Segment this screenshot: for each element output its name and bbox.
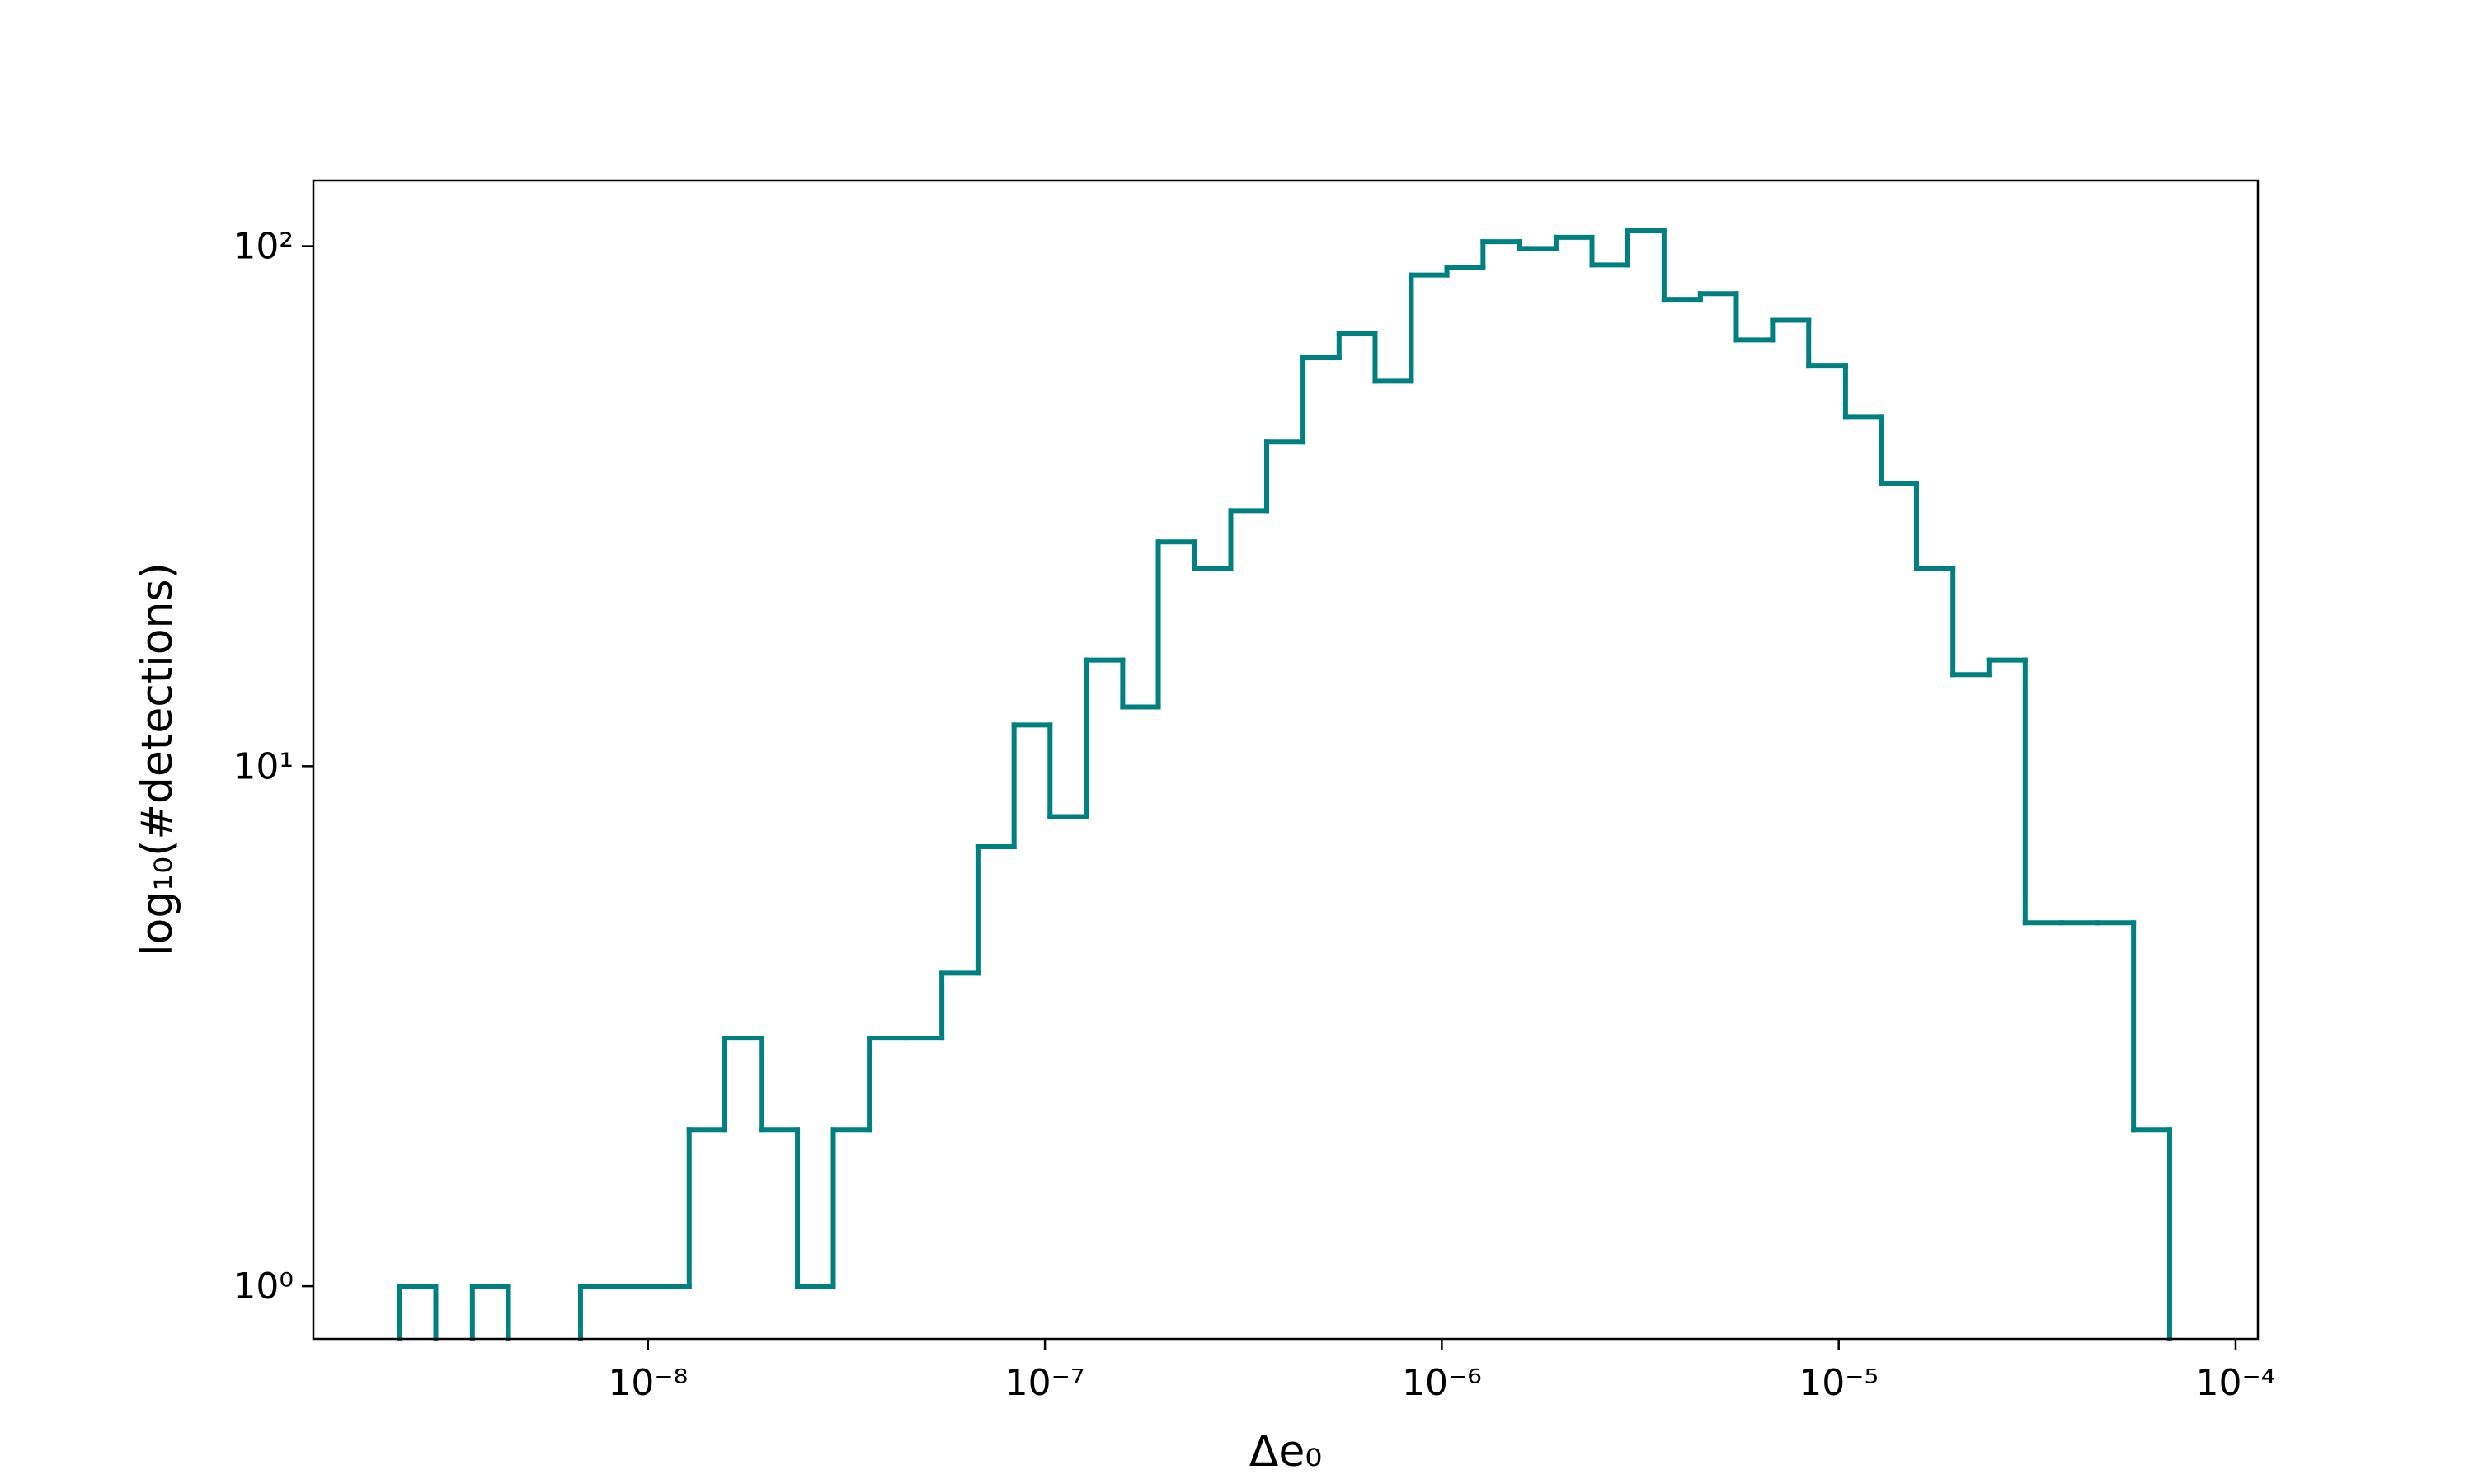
y-tick-label: 10² [233, 226, 294, 268]
x-tick-label: 10⁻⁶ [1402, 1362, 1482, 1404]
x-tick-label: 10⁻⁷ [1005, 1362, 1085, 1404]
y-tick-label: 10⁰ [233, 1266, 294, 1308]
y-tick-label: 10¹ [233, 745, 294, 787]
x-tick-label: 10⁻⁵ [1799, 1362, 1879, 1404]
plot-frame [312, 179, 2260, 1341]
x-tick-label: 10⁻⁴ [2196, 1362, 2276, 1404]
x-tick-label: 10⁻⁸ [608, 1362, 688, 1404]
histogram-outline [397, 228, 2172, 1341]
y-axis-label: log₁₀(#detections) [133, 562, 182, 956]
x-axis-label: Δe₀ [1249, 1427, 1322, 1477]
